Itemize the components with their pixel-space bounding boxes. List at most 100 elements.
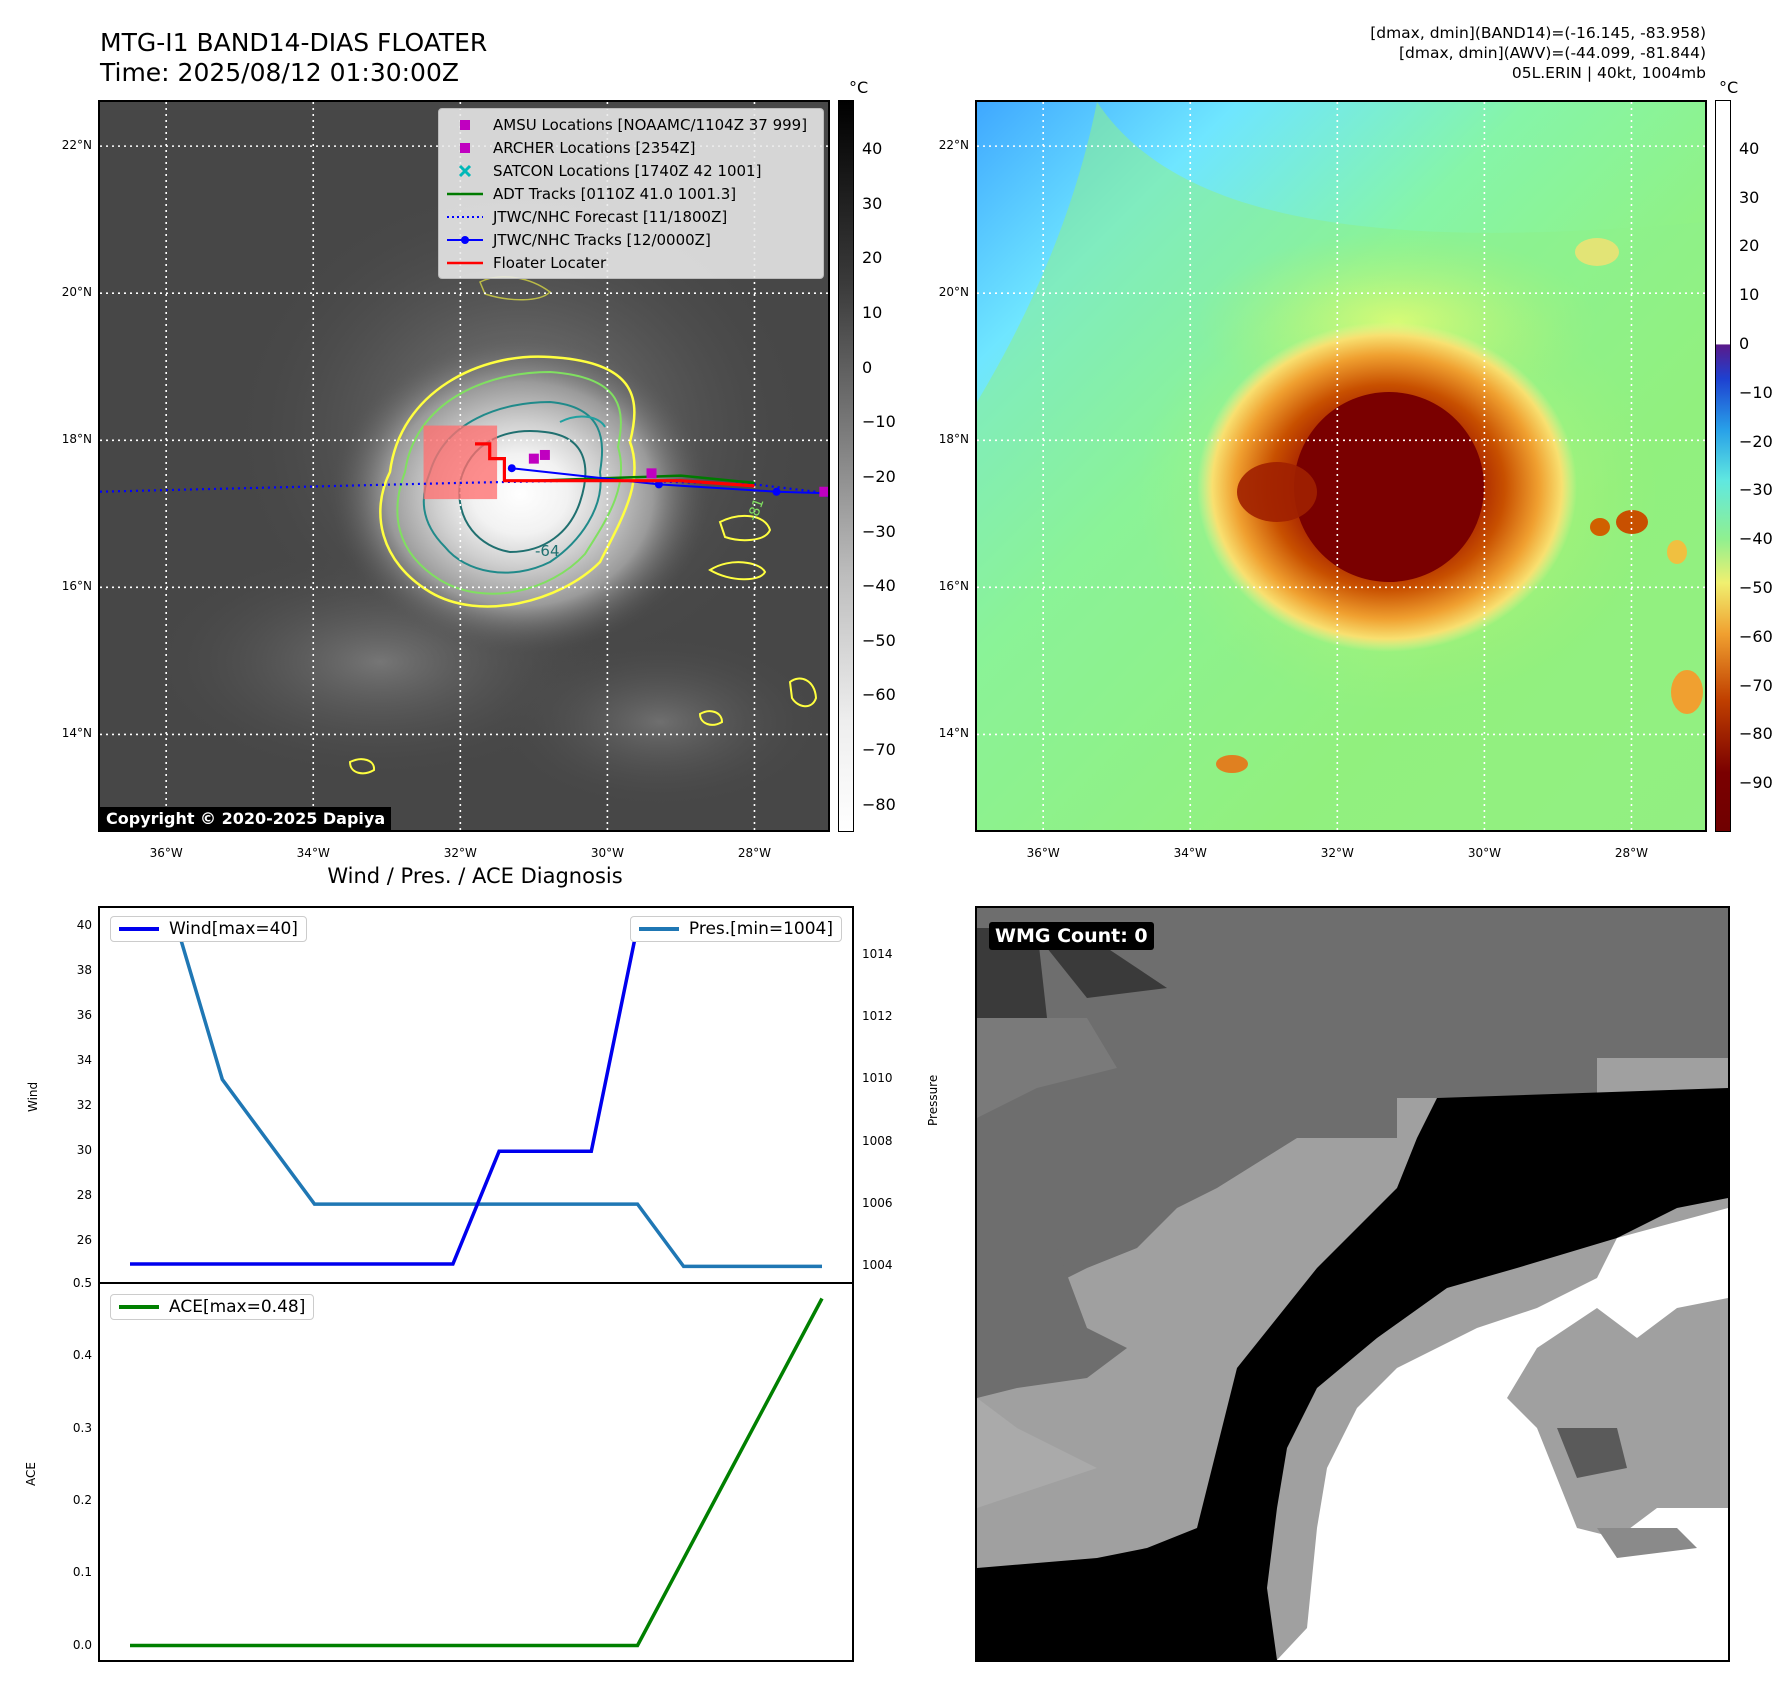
wind-ylabel: Wind xyxy=(26,1081,40,1112)
right-map-lon-tick: 36°W xyxy=(1026,846,1060,860)
legend-entry: JTWC/NHC Forecast [11/1800Z] xyxy=(445,205,817,228)
right-colorbar-unit: °C xyxy=(1719,78,1739,97)
ace-series-line xyxy=(130,1297,824,1648)
left-colorbar-tick: 40 xyxy=(862,139,883,159)
left-map-lon-tick: 36°W xyxy=(149,846,183,860)
ace-tick-label: 0.1 xyxy=(72,1565,92,1580)
wind-legend-swatch xyxy=(119,927,159,931)
right-colorbar-tick: 20 xyxy=(1739,236,1760,256)
right-map-lat-tick: 20°N xyxy=(938,285,969,300)
right-colorbar-tick: −10 xyxy=(1739,382,1773,402)
left-map-lat-tick: 20°N xyxy=(61,285,92,300)
legend-symbol xyxy=(445,141,485,155)
legend-entry: AMSU Locations [NOAAMC/1104Z 37 999] xyxy=(445,113,817,136)
right-colorbar xyxy=(1715,100,1731,832)
left-colorbar-tick: 10 xyxy=(862,303,883,323)
pressure-tick-label: 1010 xyxy=(862,1071,893,1086)
left-colorbar-tick: −10 xyxy=(862,412,896,432)
wind-legend-label: Wind[max=40] xyxy=(169,919,298,939)
band14-ir-map: -64 -81 AMSU Locations [NOAAMC/1104Z 37 … xyxy=(98,100,830,832)
ace-tick-label: 0.3 xyxy=(72,1420,92,1435)
legend-label: ARCHER Locations [2354Z] xyxy=(493,138,696,157)
pressure-tick-label: 1004 xyxy=(862,1258,893,1273)
amsu-point xyxy=(646,468,657,479)
left-map-lon-tick: 34°W xyxy=(296,846,330,860)
wind-tick-label: 28 xyxy=(76,1188,92,1203)
ace-tick-label: 0.2 xyxy=(72,1492,92,1507)
left-colorbar-tick: 20 xyxy=(862,248,883,268)
legend-symbol xyxy=(445,187,485,201)
amsu-point xyxy=(528,453,539,464)
copyright-label: Copyright © 2020-2025 Dapiya xyxy=(100,807,392,830)
amsu-point xyxy=(539,449,550,460)
floater-box xyxy=(423,425,498,500)
ace-tick-label: 0.5 xyxy=(72,1276,92,1290)
right-map-lat-tick: 22°N xyxy=(938,138,969,153)
wind-tick-label: 26 xyxy=(76,1233,92,1248)
wind-tick-label: 36 xyxy=(76,1008,92,1023)
legend-symbol xyxy=(445,233,485,247)
right-colorbar-tick: −50 xyxy=(1739,578,1773,597)
ace-tick-label: 0.0 xyxy=(72,1637,92,1652)
figure-title: MTG-I1 BAND14-DIAS FLOATER xyxy=(100,28,488,57)
left-map-lat-tick: 22°N xyxy=(61,138,92,153)
dmax-band14: [dmax, dmin](BAND14)=(-16.145, -83.958) xyxy=(1370,24,1706,42)
contour-label-64: -64 xyxy=(535,542,560,560)
wind-tick-label: 34 xyxy=(76,1053,92,1068)
left-colorbar-tick: 30 xyxy=(862,193,883,213)
forecast-track xyxy=(100,478,828,495)
diagnosis-title: Wind / Pres. / ACE Diagnosis xyxy=(327,864,623,888)
right-map-lon-tick: 30°W xyxy=(1467,846,1501,860)
right-map-lat-tick: 14°N xyxy=(938,726,969,741)
legend-entry: ADT Tracks [0110Z 41.0 1001.3] xyxy=(445,182,817,205)
left-colorbar xyxy=(838,100,854,832)
left-colorbar-tick: −80 xyxy=(862,794,896,814)
right-colorbar-tick: −60 xyxy=(1739,626,1773,646)
right-colorbar-tick: −20 xyxy=(1739,431,1773,451)
legend-dot xyxy=(461,235,469,244)
contour-label-81: -81 xyxy=(745,496,768,523)
legend-entry: ARCHER Locations [2354Z] xyxy=(445,136,817,159)
legend-label: Floater Locater xyxy=(493,253,607,272)
left-colorbar-tick: −70 xyxy=(862,740,896,760)
wind-tick-label: 40 xyxy=(76,918,92,933)
pressure-legend-swatch xyxy=(638,927,679,931)
right-colorbar-tick: −80 xyxy=(1739,724,1773,744)
left-colorbar-tick: −50 xyxy=(862,630,896,650)
wmg-image xyxy=(977,908,1728,1660)
nhc-track-point xyxy=(772,487,781,496)
storm-info: 05L.ERIN | 40kt, 1004mb xyxy=(1511,64,1706,82)
right-map-lat-tick: 18°N xyxy=(938,432,969,447)
amsu-point xyxy=(819,486,828,497)
pressure-tick-label: 1012 xyxy=(862,1009,893,1024)
legend-label: JTWC/NHC Forecast [11/1800Z] xyxy=(493,207,728,226)
wind-tick-label: 30 xyxy=(76,1143,92,1158)
legend-square-icon xyxy=(460,119,470,130)
wind-tick-label: 38 xyxy=(76,963,92,978)
wind-pressure-chart: Wind[max=40] Pres.[min=1004] xyxy=(98,906,854,1284)
right-colorbar-tick: 0 xyxy=(1739,334,1750,353)
legend-label: SATCON Locations [1740Z 42 1001] xyxy=(493,161,762,180)
awv-map xyxy=(975,100,1707,832)
nhc-track-point xyxy=(507,464,516,473)
right-colorbar-tick: −70 xyxy=(1739,675,1773,695)
nhc-track-point xyxy=(654,480,663,489)
left-colorbar-tick: −40 xyxy=(862,576,896,596)
right-colorbar-tick: 10 xyxy=(1739,285,1760,305)
ace-legend-swatch xyxy=(119,1305,159,1309)
legend-symbol xyxy=(445,256,485,270)
legend-symbol xyxy=(445,210,485,224)
left-colorbar-unit: °C xyxy=(849,78,869,97)
ace-tick-label: 0.4 xyxy=(72,1348,92,1363)
right-map-lon-tick: 28°W xyxy=(1614,846,1649,860)
pressure-tick-label: 1008 xyxy=(862,1133,893,1148)
left-map-lon-tick: 28°W xyxy=(737,846,772,860)
dmax-awv: [dmax, dmin](AWV)=(-44.099, -81.844) xyxy=(1399,44,1706,62)
pressure-legend-label: Pres.[min=1004] xyxy=(688,919,833,939)
left-map-lon-tick: 30°W xyxy=(590,846,624,860)
legend-entry: SATCON Locations [1740Z 42 1001] xyxy=(445,159,817,182)
right-colorbar-tick: −90 xyxy=(1739,773,1773,793)
floater-track xyxy=(475,442,755,488)
wind-legend: Wind[max=40] xyxy=(110,916,307,942)
left-map-lat-tick: 16°N xyxy=(61,579,92,594)
